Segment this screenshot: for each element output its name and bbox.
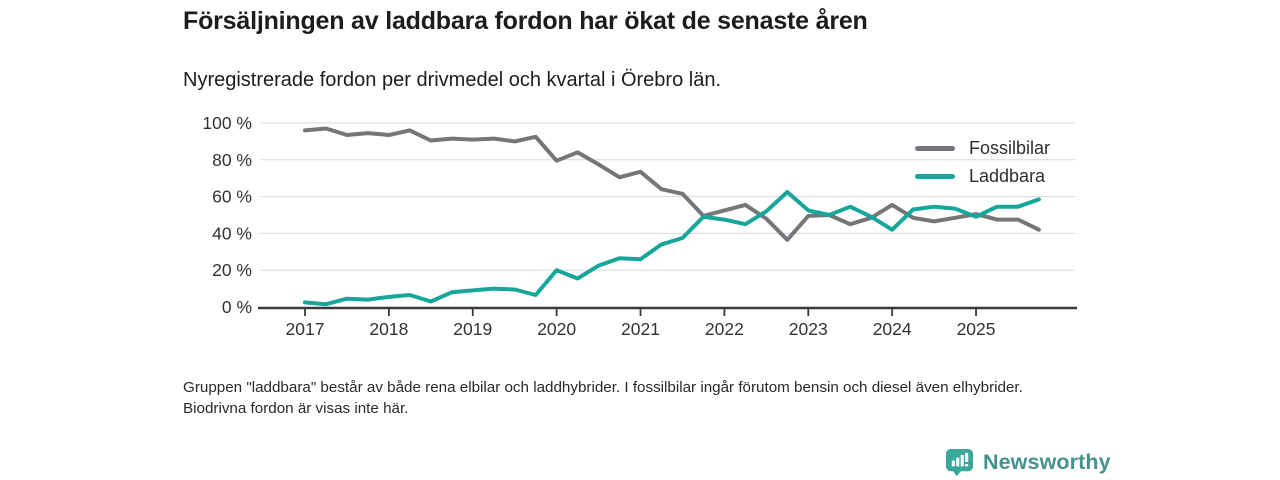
fossilbilar-line bbox=[303, 126, 1041, 242]
y-axis-label: 100 % bbox=[202, 113, 252, 133]
bar-chart-badge-icon bbox=[945, 448, 974, 477]
x-axis-label: 2023 bbox=[789, 319, 828, 339]
x-axis-label: 2025 bbox=[957, 319, 996, 339]
chart-footnote: Gruppen "laddbara" består av både rena e… bbox=[183, 379, 1023, 417]
y-axis-label: 80 % bbox=[212, 150, 252, 170]
legend-label: Fossilbilar bbox=[969, 137, 1051, 158]
chart-canvas: 0 % 20 % 40 % 60 % 80 % 100 % 2017 2018 2019 2020… bbox=[202, 113, 1077, 339]
x-axis-label: 2022 bbox=[705, 319, 744, 339]
fossilbilar-line-swatch-icon bbox=[915, 145, 955, 151]
laddbara-line bbox=[303, 190, 1041, 307]
chart-area: 0 % 20 % 40 % 60 % 80 % 100 % 2017 2018 2019 2020… bbox=[180, 106, 1080, 346]
x-axis-label: 2017 bbox=[286, 319, 325, 339]
laddbara-line-swatch-icon bbox=[915, 173, 955, 179]
y-axis-label: 0 % bbox=[222, 297, 252, 317]
y-axis-label: 20 % bbox=[212, 260, 252, 280]
chart-legend: Fossilbilar Laddbara bbox=[915, 134, 1050, 190]
x-axis-label: 2021 bbox=[621, 319, 660, 339]
x-axis-label: 2018 bbox=[369, 319, 408, 339]
x-axis-label: 2024 bbox=[873, 319, 912, 339]
newsworthy-logo: Newsworthy bbox=[944, 447, 1111, 478]
x-axis-label: 2020 bbox=[537, 319, 576, 339]
x-axis-label: 2019 bbox=[453, 319, 492, 339]
logo-wordmark: Newsworthy bbox=[983, 450, 1111, 474]
chart-subtitle: Nyregistrerade fordon per drivmedel och … bbox=[183, 69, 722, 91]
y-axis-label: 60 % bbox=[212, 187, 252, 207]
legend-label: Laddbara bbox=[969, 165, 1046, 186]
y-axis-label: 40 % bbox=[212, 223, 252, 243]
legend-item-fossilbilar: Fossilbilar bbox=[915, 134, 1050, 162]
legend-item-laddbara: Laddbara bbox=[915, 162, 1050, 190]
chart-title: Försäljningen av laddbara fordon har öka… bbox=[183, 7, 868, 35]
